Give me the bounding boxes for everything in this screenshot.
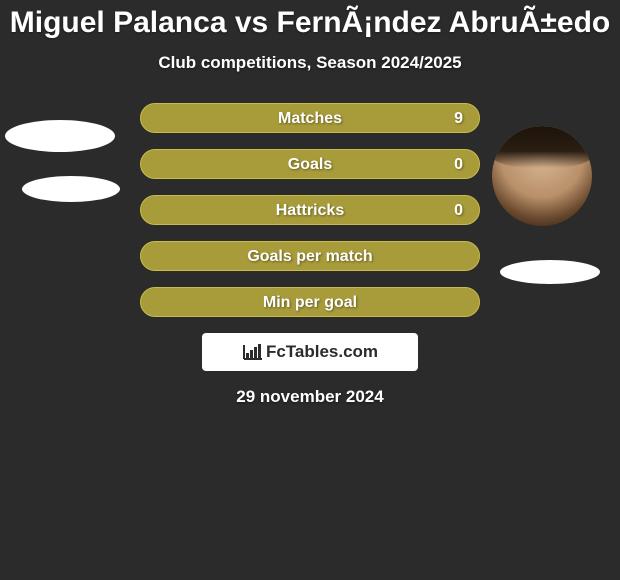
subtitle: Club competitions, Season 2024/2025 xyxy=(0,53,620,73)
stat-bar-label: Goals xyxy=(141,150,479,180)
stat-bar-label: Matches xyxy=(141,104,479,134)
stat-bar-value: 0 xyxy=(454,196,463,226)
stat-bar: Goals0 xyxy=(140,149,480,179)
stat-bar: Hattricks0 xyxy=(140,195,480,225)
footer-text-prefix: Fc xyxy=(266,342,286,362)
stat-bar-value: 0 xyxy=(454,150,463,180)
stat-bar: Goals per match xyxy=(140,241,480,271)
stat-bars: Matches9Goals0Hattricks0Goals per matchM… xyxy=(140,103,480,317)
page-title: Miguel Palanca vs FernÃ¡ndez AbruÃ±edo xyxy=(0,0,620,39)
stat-bar-label: Min per goal xyxy=(141,288,479,318)
stat-bar: Min per goal xyxy=(140,287,480,317)
footer-text: FcTables.com xyxy=(266,342,378,362)
footer-text-rest: Tables.com xyxy=(286,342,378,362)
date-text: 29 november 2024 xyxy=(0,387,620,407)
stat-bar-label: Hattricks xyxy=(141,196,479,226)
bar-chart-icon xyxy=(242,343,264,361)
footer-attribution: FcTables.com xyxy=(202,333,418,371)
stat-bar: Matches9 xyxy=(140,103,480,133)
stat-bar-label: Goals per match xyxy=(141,242,479,272)
stat-bar-value: 9 xyxy=(454,104,463,134)
